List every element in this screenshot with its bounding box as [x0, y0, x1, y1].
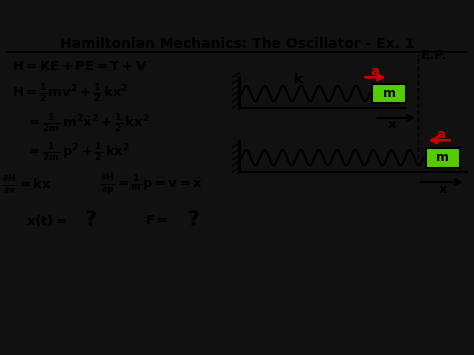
Text: x: x	[439, 182, 447, 196]
Text: E.P.: E.P.	[420, 49, 447, 62]
Text: $\mathbf{\frac{\partial H}{\partial x} = kx}$: $\mathbf{\frac{\partial H}{\partial x} =…	[2, 174, 52, 196]
Text: x: x	[388, 118, 396, 131]
Text: $\mathbf{F = }$: $\mathbf{F = }$	[145, 214, 168, 227]
Bar	[372, 84, 406, 103]
Text: $\mathbf{H = KE + PE = T + V}$: $\mathbf{H = KE + PE = T + V}$	[12, 60, 147, 72]
Bar	[426, 148, 460, 168]
Text: $\mathbf{= \frac{1}{2m}\,m^2\dot{x}^2 + \frac{1}{2}\,kx^2}$: $\mathbf{= \frac{1}{2m}\,m^2\dot{x}^2 + …	[26, 113, 150, 135]
Text: $\mathbf{\frac{\partial H}{\partial p} = \frac{1}{m}p = v = \dot{x}}$: $\mathbf{\frac{\partial H}{\partial p} =…	[100, 173, 202, 197]
Text: a: a	[370, 65, 379, 78]
Text: $\mathbf{?}$: $\mathbf{?}$	[187, 210, 200, 230]
Text: $\mathbf{x(t) = }$: $\mathbf{x(t) = }$	[26, 213, 67, 228]
Text: $\mathbf{= \frac{1}{2m}\,p^2 + \frac{1}{2}\,kx^2}$: $\mathbf{= \frac{1}{2m}\,p^2 + \frac{1}{…	[26, 142, 130, 164]
Text: $\mathbf{H = \frac{1}{2}mv^2 + \frac{1}{2}\,kx^2}$: $\mathbf{H = \frac{1}{2}mv^2 + \frac{1}{…	[12, 82, 128, 105]
Text: m: m	[436, 151, 449, 164]
Text: k: k	[294, 73, 303, 86]
Text: $\mathbf{?}$: $\mathbf{?}$	[84, 210, 97, 230]
Text: Hamiltonian Mechanics: The Oscillator - Ex. 1: Hamiltonian Mechanics: The Oscillator - …	[60, 37, 414, 51]
Text: a: a	[437, 128, 445, 141]
Text: m: m	[383, 87, 396, 100]
